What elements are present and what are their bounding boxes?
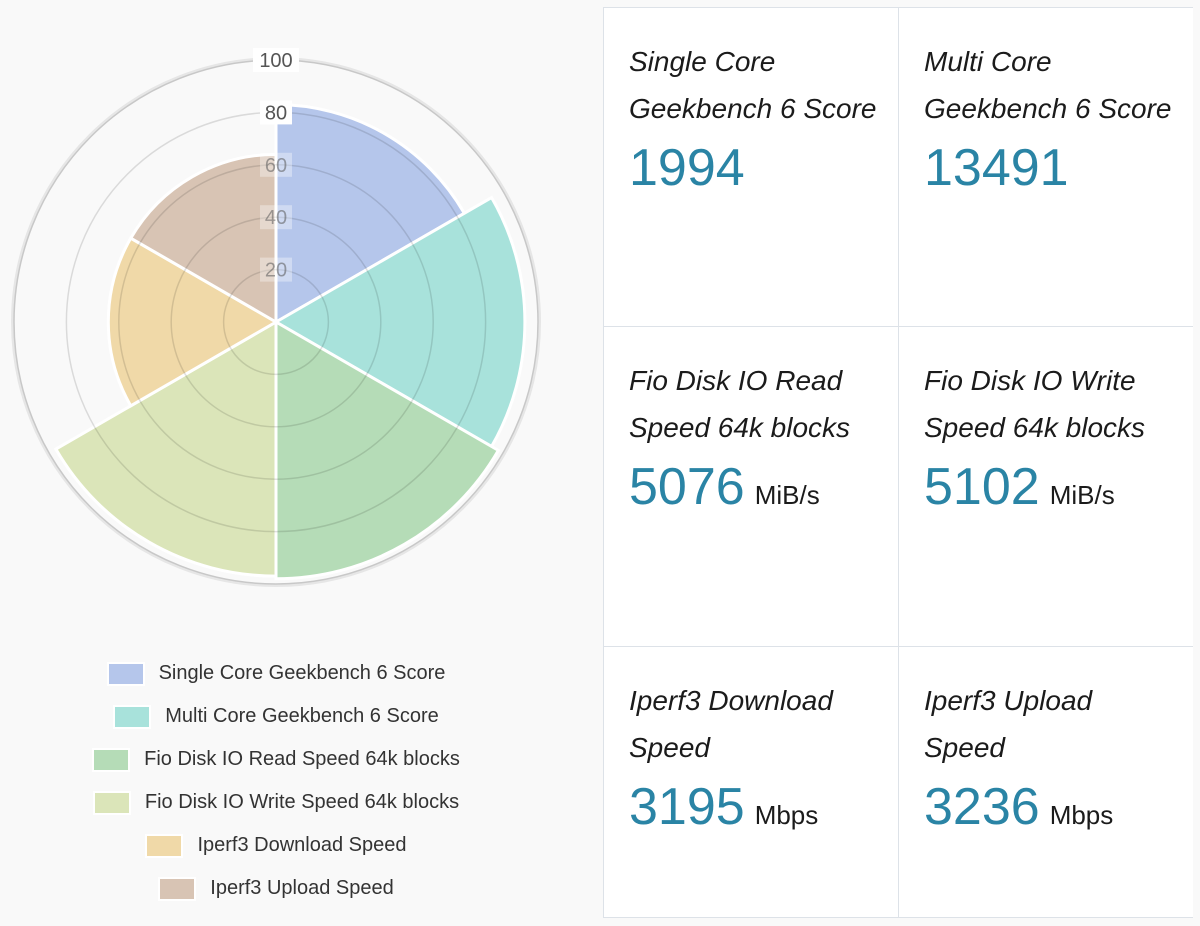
legend-swatch [158, 876, 197, 901]
radial-tick-label: 20 [265, 260, 287, 282]
stat-cell-iperf-download: Iperf3 Download Speed 3195 Mbps [604, 647, 899, 917]
legend-item-multi-core[interactable]: Multi Core Geekbench 6 Score [113, 695, 439, 738]
legend-swatch [92, 790, 131, 815]
legend-label: Single Core Geekbench 6 Score [158, 662, 446, 684]
stat-title: Iperf3 Download Speed [629, 685, 833, 763]
legend-label: Iperf3 Upload Speed [210, 877, 394, 899]
legend-item-single-core[interactable]: Single Core Geekbench 6 Score [106, 652, 446, 695]
legend-item-iperf-upload[interactable]: Iperf3 Upload Speed [158, 867, 394, 910]
legend-item-fio-read[interactable]: Fio Disk IO Read Speed 64k blocks [92, 738, 460, 781]
stat-value: 3195 [629, 778, 745, 836]
radial-tick-label: 100 [259, 50, 292, 72]
legend-swatch [145, 833, 184, 858]
benchmark-stats-table: Single Core Geekbench 6 Score 1994 Multi… [603, 7, 1193, 918]
stat-value: 5102 [924, 458, 1040, 516]
polar-segment[interactable] [274, 103, 467, 325]
stat-value: 3236 [924, 778, 1040, 836]
stat-title: Single Core Geekbench 6 Score [629, 46, 877, 124]
stat-cell-fio-read: Fio Disk IO Read Speed 64k blocks 5076 Mi… [604, 327, 899, 647]
stat-unit: Mbps [1049, 800, 1114, 830]
stat-title: Fio Disk IO Read Speed 64k blocks [629, 365, 851, 443]
stat-title: Iperf3 Upload Speed [924, 685, 1093, 763]
legend-swatch [92, 747, 131, 772]
polar-segment[interactable] [274, 319, 501, 581]
radial-tick-label: 60 [265, 155, 287, 177]
legend-swatch [113, 704, 152, 729]
legend-label: Fio Disk IO Read Speed 64k blocks [144, 748, 460, 770]
stat-unit: MiB/s [1049, 480, 1115, 510]
radial-tick-label: 40 [265, 207, 287, 229]
stat-cell-iperf-upload: Iperf3 Upload Speed 3236 Mbps [899, 647, 1193, 917]
polar-chart-canvas[interactable]: 20 40 60 80 100 [0, 0, 560, 620]
polar-area-chart: 20 40 60 80 100 [0, 0, 560, 620]
polar-segment[interactable] [128, 152, 278, 325]
legend-swatch [106, 661, 145, 686]
legend-label: Multi Core Geekbench 6 Score [165, 705, 439, 727]
legend-item-fio-write[interactable]: Fio Disk IO Write Speed 64k blocks [92, 781, 460, 824]
stat-unit: Mbps [754, 800, 819, 830]
stat-value: 1994 [629, 139, 745, 197]
legend-item-iperf-download[interactable]: Iperf3 Download Speed [145, 824, 407, 867]
stat-cell-single-core: Single Core Geekbench 6 Score 1994 [604, 8, 899, 327]
legend-label: Iperf3 Download Speed [197, 834, 407, 856]
stat-title: Multi Core Geekbench 6 Score [924, 46, 1172, 124]
stat-cell-multi-core: Multi Core Geekbench 6 Score 13491 [899, 8, 1193, 327]
chart-legend: Single Core Geekbench 6 Score Multi Core… [0, 652, 552, 910]
legend-label: Fio Disk IO Write Speed 64k blocks [144, 791, 460, 813]
stat-cell-fio-write: Fio Disk IO Write Speed 64k blocks 5102 M… [899, 327, 1193, 647]
polar-segment[interactable] [272, 195, 527, 449]
stat-title: Fio Disk IO Write Speed 64k blocks [924, 365, 1146, 443]
stat-value: 13491 [924, 139, 1069, 197]
radial-tick-label: 80 [265, 102, 287, 124]
polar-segment[interactable] [106, 236, 279, 408]
polar-segment[interactable] [53, 319, 278, 578]
stat-unit: MiB/s [754, 480, 820, 510]
stat-value: 5076 [629, 458, 745, 516]
